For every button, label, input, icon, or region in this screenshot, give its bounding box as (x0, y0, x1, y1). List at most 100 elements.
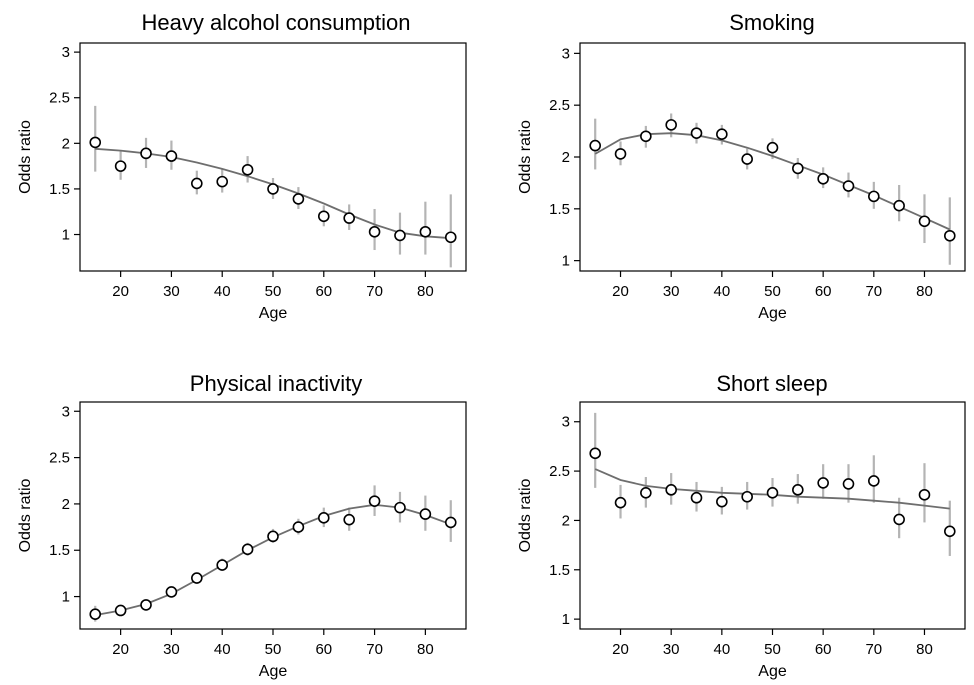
data-point (817, 477, 829, 489)
data-point (343, 212, 355, 224)
x-tick-label: 30 (163, 283, 180, 300)
chart-panel-1: Heavy alcohol consumption Age Odds ratio 20… (17, 10, 467, 322)
y-tick-label: 1.5 (49, 542, 70, 559)
x-tick-label: 40 (713, 283, 730, 300)
data-point (766, 486, 779, 499)
data-point (918, 215, 931, 228)
data-point (267, 530, 279, 543)
y-tick-label: 3 (62, 44, 70, 61)
data-point (292, 521, 305, 533)
x-tick-label: 80 (417, 283, 434, 300)
data-point (444, 231, 457, 244)
y-tick-label: 1 (62, 589, 70, 606)
chart-panel-3: Physical inactivity Age Odds ratio 20 30 40 50… (17, 371, 467, 680)
fit-line (594, 132, 951, 231)
data-point (394, 229, 406, 242)
data-point (716, 495, 728, 508)
data-point (614, 496, 627, 509)
y-tick-label: 2.5 (549, 463, 570, 480)
y-tick-label: 1 (62, 227, 70, 244)
data-point (842, 180, 855, 192)
data-point (368, 225, 381, 238)
y-tick-label: 2.5 (49, 90, 70, 107)
x-tick-label: 70 (865, 641, 882, 658)
data-point (792, 484, 804, 496)
y-tick-label: 2 (62, 496, 70, 513)
x-tick-label: 60 (815, 283, 832, 300)
x-tick-label: 50 (764, 641, 781, 658)
x-tick-label: 30 (663, 283, 680, 300)
data-point (893, 199, 905, 212)
data-point (614, 148, 627, 160)
plot-frame (79, 42, 467, 272)
x-tick-label: 70 (366, 283, 383, 300)
data-point (419, 508, 432, 520)
data-point (741, 490, 753, 503)
x-tick-label: 40 (713, 641, 730, 658)
x-axis-label: Age (259, 305, 288, 322)
y-axis-label: Odds ratio (517, 120, 534, 194)
data-point (842, 478, 855, 490)
data-point (690, 127, 703, 139)
y-tick-label: 2.5 (49, 450, 70, 467)
x-tick-label: 50 (265, 283, 282, 300)
data-point (191, 177, 203, 190)
data-point (444, 516, 457, 529)
x-tick-label: 50 (764, 283, 781, 300)
data-point (766, 141, 779, 154)
y-axis-label: Odds ratio (17, 478, 34, 552)
data-point (589, 447, 601, 460)
data-point (741, 153, 753, 165)
y-tick-label: 3 (562, 45, 570, 62)
data-point (893, 513, 905, 526)
data-point (216, 559, 229, 571)
data-point (792, 162, 804, 175)
data-point (241, 543, 254, 556)
chart-title: Short sleep (716, 371, 827, 396)
y-tick-label: 2.5 (549, 97, 570, 114)
x-tick-label: 80 (916, 283, 933, 300)
data-point (665, 484, 677, 496)
y-tick-label: 1 (562, 253, 570, 270)
data-point (817, 172, 829, 185)
y-tick-label: 1.5 (549, 201, 570, 218)
data-point (394, 501, 406, 514)
data-point (317, 512, 330, 524)
y-axis-label: Odds ratio (17, 120, 34, 194)
data-point (292, 193, 305, 205)
x-tick-label: 20 (612, 641, 629, 658)
data-point (165, 586, 178, 598)
data-point (640, 486, 652, 499)
x-tick-label: 80 (417, 641, 434, 658)
chart-panel-4: Short sleep Age Odds ratio 20 30 40 50 60 70 80 1 1… (517, 371, 966, 680)
data-point (343, 513, 355, 526)
y-axis-label: Odds ratio (517, 478, 534, 552)
y-tick-label: 2 (62, 135, 70, 152)
x-tick-label: 30 (663, 641, 680, 658)
x-tick-label: 70 (366, 641, 383, 658)
data-point (191, 572, 203, 584)
x-axis-label: Age (758, 663, 787, 680)
data-point (368, 495, 381, 507)
data-point (640, 130, 652, 143)
data-point (89, 608, 102, 620)
x-tick-label: 20 (112, 641, 129, 658)
x-tick-label: 70 (865, 283, 882, 300)
plot-frame (579, 401, 966, 630)
y-tick-label: 3 (62, 403, 70, 420)
x-tick-label: 20 (112, 283, 129, 300)
x-tick-label: 60 (815, 641, 832, 658)
chart-title: Heavy alcohol consumption (141, 10, 410, 35)
x-tick-label: 30 (163, 641, 180, 658)
fit-line (95, 503, 452, 616)
data-point (868, 190, 880, 203)
data-point (241, 163, 254, 176)
x-tick-label: 40 (214, 641, 231, 658)
data-point (868, 475, 880, 487)
data-point (589, 139, 601, 152)
x-tick-label: 60 (315, 283, 332, 300)
data-point (690, 491, 703, 504)
data-point (716, 128, 728, 140)
y-tick-label: 2 (562, 512, 570, 529)
chart-title: Smoking (729, 10, 815, 35)
